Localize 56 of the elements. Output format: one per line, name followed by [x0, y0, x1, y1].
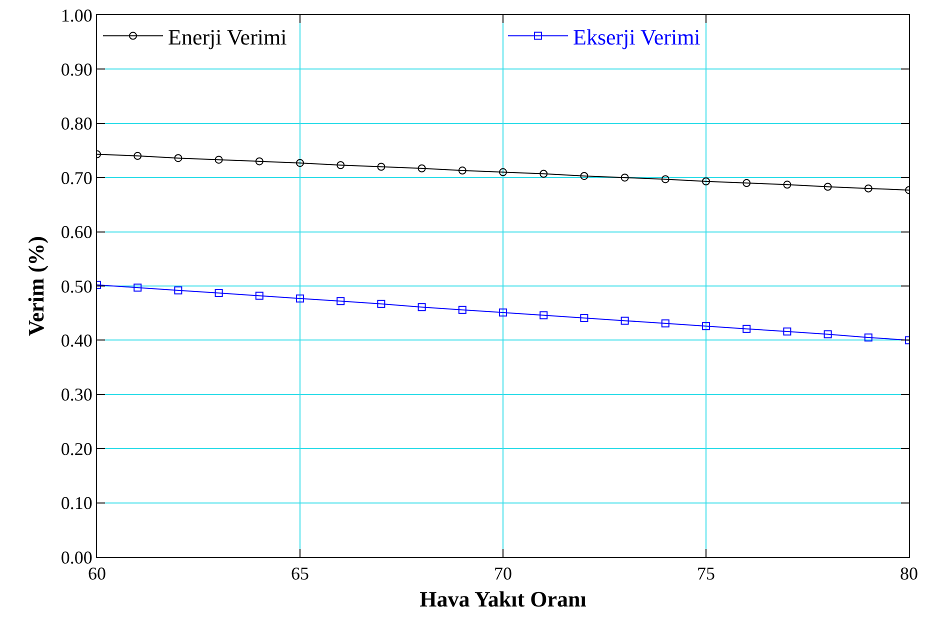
point: [661, 319, 670, 328]
y-axis-title: Verim (%): [24, 236, 49, 336]
x-tick-label: 80: [900, 564, 918, 584]
point: [580, 314, 588, 322]
point: [499, 308, 507, 317]
point: [174, 154, 182, 162]
point: [214, 289, 223, 298]
point: [620, 174, 629, 182]
point: [458, 166, 466, 175]
point: [458, 306, 466, 314]
y-tick-label: 0.40: [60, 330, 92, 350]
y-tick-label: 0.50: [60, 276, 92, 296]
point: [418, 164, 426, 172]
x-tick-label: 70: [494, 564, 512, 584]
point: [377, 300, 386, 308]
point: [336, 297, 345, 306]
point: [824, 330, 832, 338]
x-tick-label: 75: [697, 564, 715, 584]
point: [336, 161, 345, 170]
y-tick-label: 0.70: [60, 168, 92, 188]
point: [540, 170, 548, 178]
point: [255, 157, 264, 166]
point: [783, 328, 792, 336]
x-axis-title: Hava Yakıt Oranı: [420, 586, 586, 612]
point: [742, 324, 751, 333]
y-tick-label: 0.80: [60, 114, 92, 134]
x-tick-label: 65: [291, 564, 309, 584]
point: [661, 175, 670, 184]
point: [824, 182, 832, 191]
point: [783, 180, 792, 189]
point: [702, 322, 710, 330]
point: [540, 311, 548, 320]
point: [296, 294, 304, 302]
legend-label: Ekserji Verimi: [573, 24, 700, 50]
point: [864, 333, 872, 342]
legend-label: Enerji Verimi: [168, 24, 287, 50]
point: [620, 316, 629, 325]
point: [864, 184, 872, 192]
point: [702, 177, 710, 186]
point: [499, 168, 507, 176]
y-tick-label: 1.00: [60, 5, 92, 26]
y-tick-label: 0.60: [60, 222, 92, 242]
point: [174, 286, 182, 294]
point: [134, 152, 142, 160]
point: [377, 162, 386, 171]
y-tick-label: 0.30: [60, 384, 92, 405]
y-tick-label: 0.10: [60, 493, 92, 514]
point: [580, 172, 588, 180]
point: [296, 158, 304, 167]
point: [214, 156, 223, 164]
point: [134, 284, 142, 292]
point: [742, 179, 751, 188]
point: [255, 292, 264, 300]
point: [418, 303, 426, 312]
y-tick-label: 0.20: [60, 438, 92, 459]
y-tick-label: 0.90: [60, 60, 92, 80]
